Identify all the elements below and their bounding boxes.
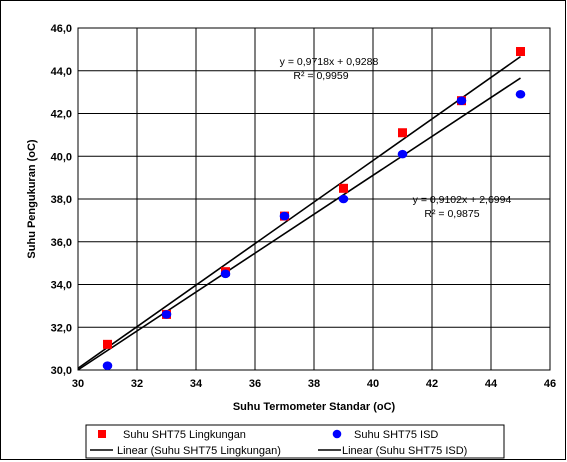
trendline-0 [77, 55, 521, 369]
point-lingkungan [339, 183, 348, 193]
x-tick-label: 38 [308, 378, 320, 390]
x-tick-label: 34 [190, 378, 203, 390]
x-tick-label: 32 [131, 378, 143, 390]
legend-label-lingkungan: Suhu SHT75 Lingkungan [123, 429, 246, 441]
legend-label-linear-isd: Linear (Suhu SHT75 ISD) [342, 445, 467, 457]
x-tick-label: 40 [367, 378, 379, 390]
point-lingkungan [516, 47, 525, 57]
point-isd [161, 310, 172, 319]
legend-label-linear-lingkungan: Linear (Suhu SHT75 Lingkungan) [117, 445, 281, 457]
x-tick-labels: 30 32 34 36 38 40 42 44 46 [72, 378, 556, 390]
plot-area [77, 27, 551, 371]
legend-label-isd: Suhu SHT75 ISD [354, 429, 438, 441]
x-tick-label: 30 [72, 378, 84, 390]
point-isd [515, 89, 526, 99]
trendline-1 [77, 77, 521, 371]
y-tick-labels: 30,0 32,0 34,0 36,0 38,0 40,0 42,0 44,0 46,0 [51, 23, 72, 377]
legend-marker-lingkungan [98, 430, 106, 438]
x-tick-label: 36 [249, 378, 261, 390]
y-tick-label: 32,0 [51, 322, 72, 334]
data-points [102, 47, 526, 371]
y-axis-title: Suhu Pengukuran (oC) [26, 139, 38, 259]
x-axis-title: Suhu Termometer Standar (oC) [233, 401, 396, 413]
point-lingkungan [103, 339, 112, 349]
legend-marker-isd [332, 429, 342, 439]
x-tick-label: 46 [544, 378, 556, 390]
point-isd [220, 269, 231, 279]
trendline-equation-isd: y = 0,9102x + 2,6994 [413, 194, 512, 206]
trendlines [77, 55, 521, 371]
point-isd [397, 149, 408, 159]
legend: Suhu SHT75 Lingkungan Suhu SHT75 ISD Lin… [85, 424, 505, 459]
point-isd [456, 96, 467, 105]
point-isd [279, 211, 290, 221]
x-tick-label: 42 [426, 378, 438, 390]
trendline-r2-isd: R² = 0,9875 [424, 208, 479, 220]
legend-box [85, 424, 505, 459]
y-tick-label: 40,0 [51, 151, 72, 163]
y-tick-label: 42,0 [51, 109, 72, 121]
y-tick-label: 38,0 [51, 194, 72, 206]
y-tick-label: 30,0 [51, 365, 72, 377]
point-isd [102, 361, 113, 371]
point-isd [338, 194, 349, 204]
y-tick-label: 44,0 [51, 66, 72, 78]
trendline-equation-lingkungan: y = 0,9718x + 0,9288 [280, 56, 379, 68]
trendline-r2-lingkungan: R² = 0,9959 [293, 70, 348, 82]
y-tick-label: 34,0 [51, 280, 72, 292]
y-tick-label: 46,0 [51, 23, 72, 35]
x-tick-label: 44 [485, 378, 498, 390]
point-lingkungan [398, 128, 407, 138]
y-tick-label: 36,0 [51, 237, 72, 249]
